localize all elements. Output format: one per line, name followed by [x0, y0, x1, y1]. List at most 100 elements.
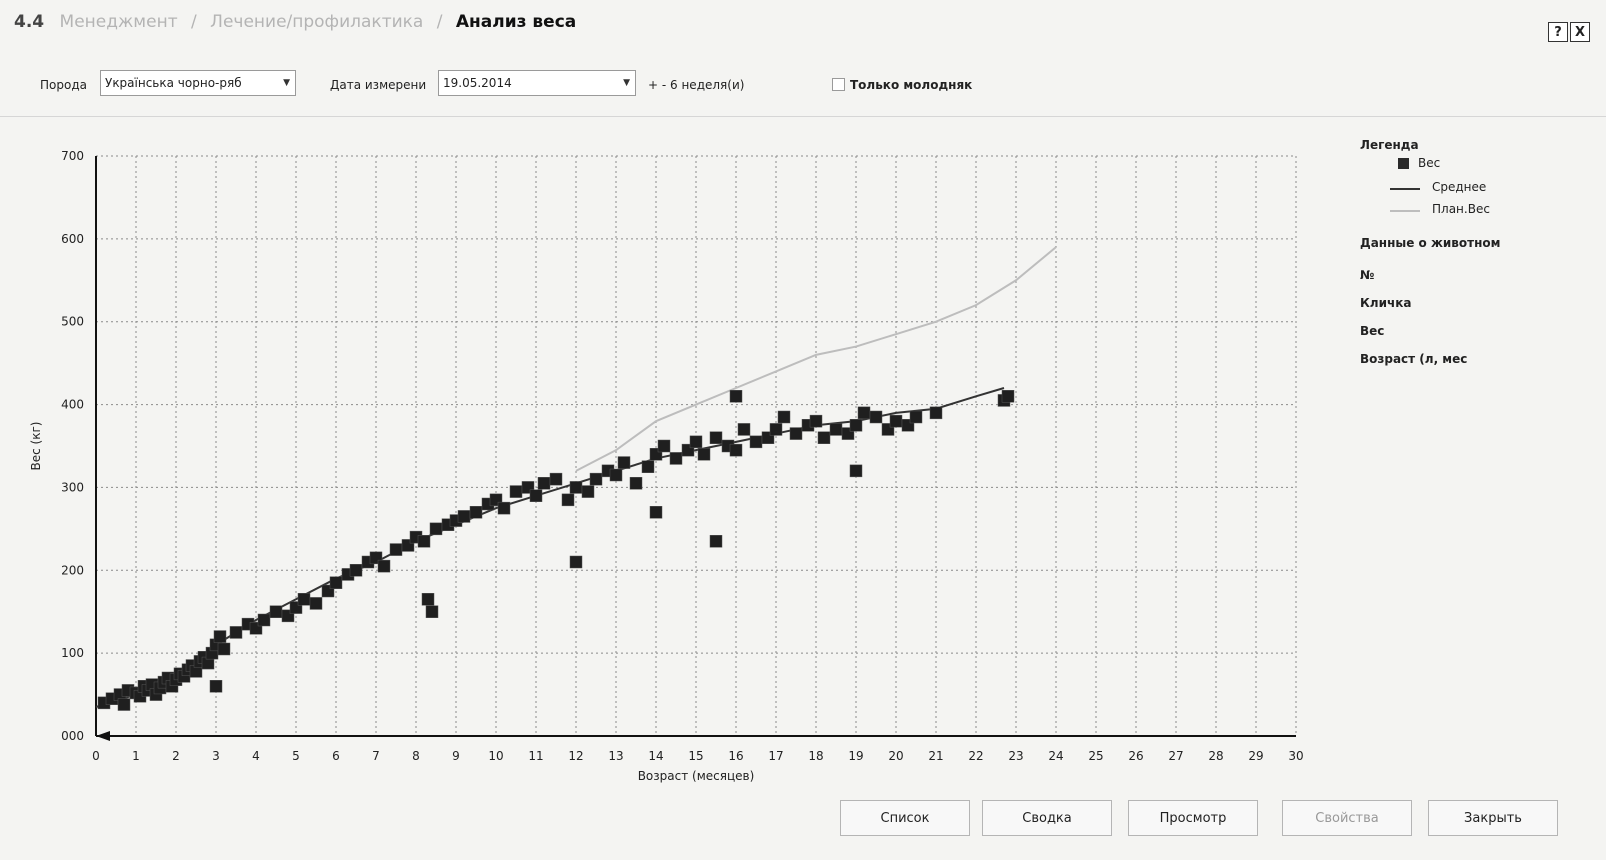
y-tick-label: 600	[61, 232, 84, 246]
legend-item-average: Среднее	[1432, 180, 1487, 194]
y-tick-label: 300	[61, 480, 84, 494]
animal-field-number: №	[1360, 268, 1375, 282]
weight-point	[117, 698, 131, 711]
weight-point	[869, 410, 883, 424]
x-tick-label: 26	[1128, 749, 1143, 763]
weight-point	[729, 390, 743, 403]
breadcrumb: 4.4 Менеджмент / Лечение/профилактика / …	[14, 12, 576, 32]
weight-point	[849, 464, 863, 478]
legend-title: Легенда	[1360, 138, 1419, 152]
weight-point	[749, 435, 763, 449]
weight-point	[809, 414, 823, 428]
weight-point	[889, 414, 903, 428]
weight-point	[697, 448, 711, 461]
x-tick-label: 4	[252, 749, 260, 763]
weight-point	[269, 605, 283, 618]
weight-point	[509, 485, 523, 498]
x-tick-label: 21	[928, 749, 943, 763]
weight-point	[209, 680, 223, 693]
x-tick-label: 10	[488, 749, 503, 763]
y-axis-label: Вес (кг)	[29, 422, 43, 471]
properties-button[interactable]: Свойства	[1282, 800, 1412, 836]
weight-point	[569, 481, 583, 494]
view-button[interactable]: Просмотр	[1128, 800, 1258, 836]
weight-point	[469, 506, 483, 519]
weight-point	[213, 630, 227, 643]
weight-point	[769, 423, 783, 436]
x-tick-label: 3	[212, 749, 220, 763]
x-tick-label: 11	[528, 749, 543, 763]
date-select[interactable]: 19.05.2014 ▼	[438, 70, 636, 96]
weight-point	[1001, 390, 1015, 403]
summary-button[interactable]: Сводка	[982, 800, 1112, 836]
x-tick-label: 24	[1048, 749, 1063, 763]
x-tick-label: 20	[888, 749, 903, 763]
weight-point	[569, 555, 583, 569]
weight-point	[929, 406, 943, 420]
weight-point	[857, 406, 871, 420]
date-select-value: 19.05.2014	[443, 76, 512, 90]
x-tick-label: 25	[1088, 749, 1103, 763]
x-axis-arrow-icon	[96, 731, 110, 741]
weight-point	[641, 460, 655, 473]
x-tick-label: 19	[848, 749, 863, 763]
section-number: 4.4	[14, 12, 45, 32]
x-tick-label: 7	[372, 749, 380, 763]
x-tick-label: 2	[172, 749, 180, 763]
x-tick-label: 28	[1208, 749, 1223, 763]
y-tick-label: 100	[61, 646, 84, 660]
x-tick-label: 5	[292, 749, 300, 763]
weight-point	[329, 576, 343, 589]
x-tick-label: 9	[452, 749, 460, 763]
weight-point	[497, 501, 511, 515]
weight-point	[549, 472, 563, 486]
close-window-button[interactable]: X	[1570, 22, 1590, 42]
weight-point	[309, 597, 323, 610]
weight-point	[629, 477, 643, 490]
range-text: + - 6 неделя(и)	[648, 78, 745, 92]
breed-select-value: Українська чорно-ряб	[105, 76, 242, 90]
chevron-down-icon[interactable]: ▼	[283, 78, 290, 88]
x-tick-label: 15	[688, 749, 703, 763]
weight-point	[657, 439, 671, 453]
page-title: Анализ веса	[455, 12, 577, 32]
close-button[interactable]: Закрыть	[1428, 800, 1558, 836]
weight-point	[817, 431, 831, 444]
breadcrumb-item-treatment[interactable]: Лечение/профилактика	[210, 12, 424, 32]
weight-point	[589, 472, 603, 486]
weight-point	[417, 535, 431, 548]
list-button[interactable]: Список	[840, 800, 970, 836]
weight-point	[777, 410, 791, 424]
weight-point	[537, 477, 551, 490]
animal-field-name: Кличка	[1360, 296, 1412, 310]
young-only-label[interactable]: Только молодняк	[850, 78, 973, 92]
y-tick-label: 200	[61, 563, 84, 577]
weight-point	[689, 435, 703, 449]
weight-point	[669, 452, 683, 465]
weight-point	[729, 443, 743, 457]
young-only-checkbox[interactable]	[832, 78, 845, 91]
help-button[interactable]: ?	[1548, 22, 1568, 42]
breed-select[interactable]: Українська чорно-ряб ▼	[100, 70, 296, 96]
x-tick-label: 17	[768, 749, 783, 763]
legend-dark-line-icon	[1390, 188, 1420, 190]
weight-point	[349, 564, 363, 577]
weight-point	[737, 423, 751, 436]
chevron-down-icon[interactable]: ▼	[623, 78, 630, 88]
legend-item-weight: Вес	[1418, 156, 1441, 170]
x-tick-label: 12	[568, 749, 583, 763]
weight-point	[529, 489, 543, 502]
y-tick-label: 500	[61, 315, 84, 329]
weight-point	[389, 543, 403, 556]
date-label: Дата измерени	[330, 78, 427, 92]
x-tick-label: 0	[92, 749, 100, 763]
weight-point	[829, 423, 843, 436]
x-tick-label: 27	[1168, 749, 1183, 763]
weight-point	[297, 593, 311, 606]
legend-square-icon	[1398, 158, 1409, 169]
breadcrumb-item-management[interactable]: Менеджмент	[59, 12, 178, 32]
title-bar: 4.4 Менеджмент / Лечение/профилактика / …	[0, 0, 1606, 46]
weight-point	[421, 593, 435, 606]
x-tick-label: 6	[332, 749, 340, 763]
weight-point	[257, 613, 271, 627]
